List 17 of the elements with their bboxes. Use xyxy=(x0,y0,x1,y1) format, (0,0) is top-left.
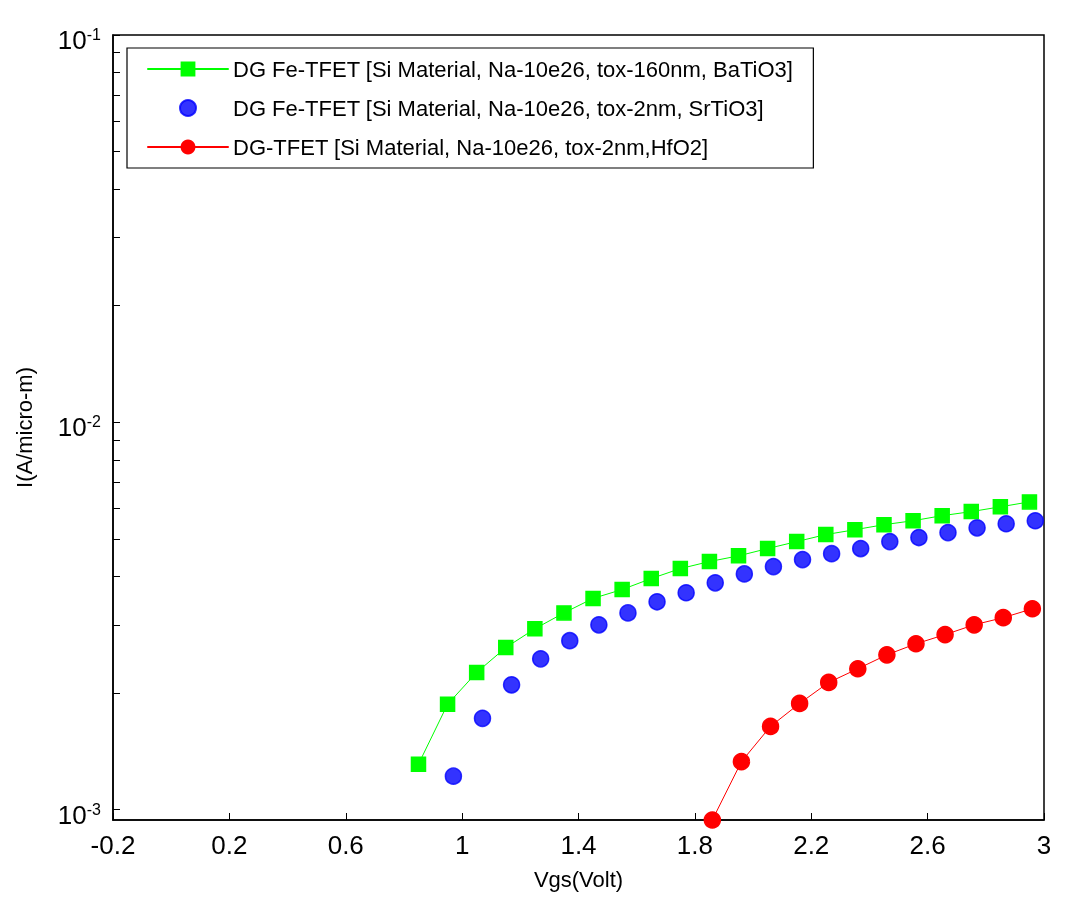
x-tick-label: 2.2 xyxy=(793,830,830,860)
x-tick-label: 0.2 xyxy=(211,830,248,860)
x-tick-label: 2.6 xyxy=(909,830,946,860)
legend-label: DG Fe-TFET [Si Material, Na-10e26, tox-2nm, SrTiO3] xyxy=(233,95,764,121)
y-axis-title: I(A/micro-m) xyxy=(11,367,37,488)
y-tick-label: 10$^{-2}$ xyxy=(57,411,101,444)
x-tick-label: 1.4 xyxy=(560,830,597,860)
legend-label: DG-TFET [Si Material, Na-10e26, tox-2nm,HfO2] xyxy=(233,134,709,160)
y-tick-label: 10$^{-3}$ xyxy=(57,798,101,831)
y-tick-label: 10$^{-1}$ xyxy=(57,24,101,56)
x-tick-label: -0.2 xyxy=(90,830,136,860)
x-tick-label: 0.6 xyxy=(327,830,364,860)
x-tick-label: 1 xyxy=(454,830,470,860)
x-tick-label: 1.8 xyxy=(676,830,713,860)
x-axis-title: Vgs(Volt) xyxy=(533,866,624,892)
legend-label: DG Fe-TFET [Si Material, Na-10e26, tox-160nm, BaTiO3] xyxy=(233,56,793,82)
x-tick-label: 3 xyxy=(1036,830,1052,860)
